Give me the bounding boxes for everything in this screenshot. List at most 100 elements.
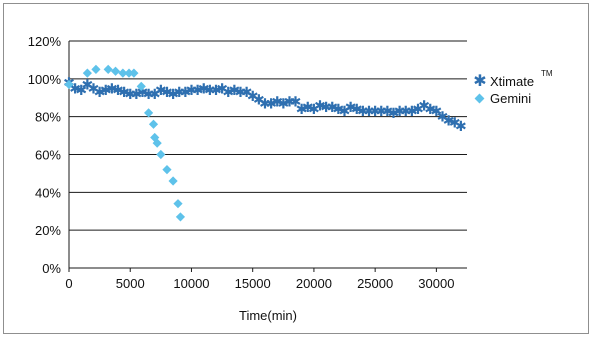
y-tick-label: 40% (35, 185, 61, 200)
y-tick-labels: 0% 20% 40% 60% 80% 100% 120% (28, 34, 62, 276)
data-point-gemini (124, 68, 134, 78)
data-point-xtimate: ✱ (124, 86, 136, 102)
data-point-xtimate: ✱ (118, 84, 130, 100)
x-axis-label: Time(min) (239, 308, 297, 323)
data-point-xtimate: ✱ (412, 101, 424, 117)
data-points: ✱✱✱✱✱✱✱✱✱✱✱✱✱✱✱✱✱✱✱✱✱✱✱✱✱✱✱✱✱✱✱✱✱✱✱✱✱✱✱✱… (63, 64, 467, 222)
data-point-xtimate: ✱ (253, 92, 265, 108)
data-point-xtimate: ✱ (277, 95, 289, 111)
data-point-xtimate: ✱ (418, 97, 430, 113)
data-point-xtimate: ✱ (228, 82, 240, 98)
data-point-xtimate: ✱ (296, 101, 308, 117)
data-point-xtimate: ✱ (363, 103, 375, 119)
data-point-xtimate: ✱ (216, 80, 228, 96)
data-point-xtimate: ✱ (210, 82, 222, 98)
data-point-xtimate: ✱ (88, 80, 100, 96)
legend: ✱ Xtimate TM Gemini (473, 69, 553, 106)
data-point-xtimate: ✱ (302, 99, 314, 115)
data-point-xtimate: ✱ (333, 101, 345, 117)
legend-label-gemini: Gemini (490, 91, 531, 106)
data-point-xtimate: ✱ (173, 84, 185, 100)
gridlines (69, 40, 467, 231)
data-point-xtimate: ✱ (192, 82, 204, 98)
data-point-gemini (162, 165, 172, 175)
y-tick-label: 20% (35, 223, 61, 238)
data-point-xtimate: ✱ (137, 84, 149, 100)
data-point-gemini (173, 199, 183, 209)
data-point-xtimate: ✱ (161, 84, 173, 100)
data-point-gemini (118, 68, 128, 78)
data-point-xtimate: ✱ (259, 95, 271, 111)
data-point-xtimate: ✱ (290, 94, 302, 110)
data-point-gemini (175, 212, 186, 222)
data-point-gemini (144, 108, 154, 118)
data-point-gemini (91, 64, 101, 74)
y-tick-label: 60% (35, 148, 61, 163)
data-point-xtimate: ✱ (345, 99, 357, 115)
axes (68, 41, 467, 272)
data-point-xtimate: ✱ (235, 84, 247, 100)
data-point-xtimate: ✱ (455, 118, 467, 134)
data-point-xtimate: ✱ (314, 97, 326, 113)
data-point-gemini (64, 79, 74, 90)
x-tick-label: 5000 (116, 276, 145, 291)
data-point-xtimate: ✱ (149, 86, 161, 102)
chart-frame: 0% 20% 40% 60% 80% 100% 120% 0 5000 10000 15000 20… (3, 3, 589, 334)
data-point-xtimate: ✱ (241, 84, 253, 100)
data-point-gemini (129, 68, 139, 78)
data-point-xtimate: ✱ (204, 82, 216, 98)
star-icon: ✱ (473, 73, 486, 90)
x-tick-label: 10000 (173, 276, 209, 291)
data-point-xtimate: ✱ (247, 88, 259, 104)
data-point-xtimate: ✱ (94, 84, 106, 100)
data-point-xtimate: ✱ (443, 112, 455, 128)
data-point-xtimate: ✱ (394, 103, 406, 119)
data-point-gemini (103, 64, 113, 74)
y-tick-label: 0% (42, 261, 61, 276)
y-tick-label: 100% (28, 72, 62, 87)
legend-superscript-tm: TM (541, 69, 553, 78)
data-point-gemini (156, 149, 166, 160)
x-tick-label: 20000 (296, 276, 332, 291)
data-point-xtimate: ✱ (155, 82, 167, 98)
data-point-xtimate: ✱ (400, 103, 412, 119)
data-point-xtimate: ✱ (69, 80, 81, 96)
data-point-xtimate: ✱ (369, 103, 381, 119)
data-point-xtimate: ✱ (320, 99, 332, 115)
data-point-xtimate: ✱ (424, 101, 436, 117)
data-point-xtimate: ✱ (326, 99, 338, 115)
data-point-xtimate: ✱ (382, 103, 394, 119)
data-point-xtimate: ✱ (106, 80, 118, 96)
data-point-xtimate: ✱ (449, 114, 461, 130)
data-point-xtimate: ✱ (375, 103, 387, 119)
data-point-xtimate: ✱ (100, 82, 112, 98)
data-point-xtimate: ✱ (198, 80, 210, 96)
legend-item-xtimate: ✱ Xtimate TM (473, 69, 553, 90)
data-point-gemini (82, 68, 92, 78)
data-point-gemini (110, 66, 121, 76)
legend-item-gemini: Gemini (474, 91, 531, 106)
data-point-xtimate: ✱ (308, 101, 320, 117)
data-point-xtimate: ✱ (406, 103, 418, 119)
data-point-xtimate: ✱ (271, 94, 283, 110)
data-point-xtimate: ✱ (222, 84, 234, 100)
data-point-gemini (152, 138, 162, 148)
data-point-xtimate: ✱ (75, 82, 87, 98)
data-point-xtimate: ✱ (186, 82, 198, 98)
x-tick-label: 15000 (235, 276, 271, 291)
data-point-xtimate: ✱ (82, 77, 94, 93)
legend-label-xtimate: Xtimate (490, 74, 534, 89)
data-point-xtimate: ✱ (351, 101, 363, 117)
data-point-xtimate: ✱ (431, 103, 443, 119)
y-tick-label: 120% (28, 34, 62, 49)
x-tick-labels: 0 5000 10000 15000 20000 25000 30000 (65, 276, 454, 291)
data-point-xtimate: ✱ (130, 86, 142, 102)
data-point-xtimate: ✱ (388, 105, 400, 121)
data-point-xtimate: ✱ (179, 84, 191, 100)
x-tick-label: 25000 (357, 276, 393, 291)
diamond-icon (474, 93, 485, 104)
data-point-xtimate: ✱ (284, 94, 296, 110)
data-point-xtimate: ✱ (143, 86, 155, 102)
data-point-xtimate: ✱ (265, 95, 277, 111)
data-point-gemini (148, 119, 159, 129)
